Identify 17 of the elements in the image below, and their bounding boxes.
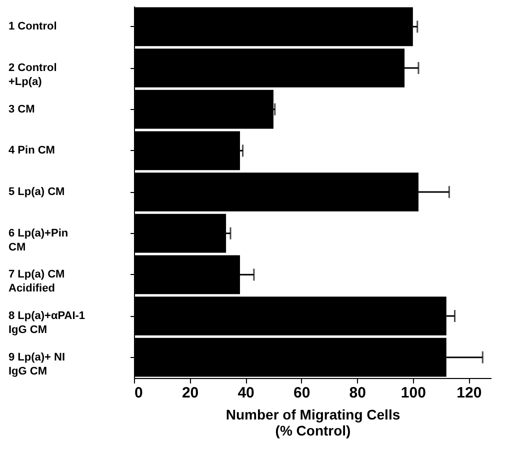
x-tick-label: 100	[400, 384, 426, 402]
y-tick-label: 7 Lp(a) CM Acidified	[8, 268, 65, 295]
y-tick-label: 1 Control	[8, 20, 57, 33]
y-tick-label: 5 Lp(a) CM	[8, 186, 65, 198]
x-axis-title: Number of Migrating Cells (% Control)	[226, 406, 400, 438]
x-tick-label: 0	[134, 384, 143, 402]
x-tick-label: 60	[294, 384, 310, 402]
y-tick-label: 8 Lp(a)+αPAI-1 IgG CM	[8, 310, 86, 336]
y-tick-label: 3 CM	[8, 103, 35, 116]
x-tick-label: 40	[238, 384, 254, 402]
y-tick-label: 6 Lp(a)+Pin CM	[8, 227, 68, 254]
y-tick-label: 4 Pin CM	[8, 144, 55, 157]
y-tick-label: 9 Lp(a)+ NI IgG CM	[8, 351, 66, 378]
y-tick-label: 2 Control +Lp(a)	[8, 62, 57, 88]
x-tick-label: 80	[349, 384, 366, 402]
x-tick-label: 120	[456, 384, 482, 402]
x-tick-label: 20	[182, 384, 199, 402]
